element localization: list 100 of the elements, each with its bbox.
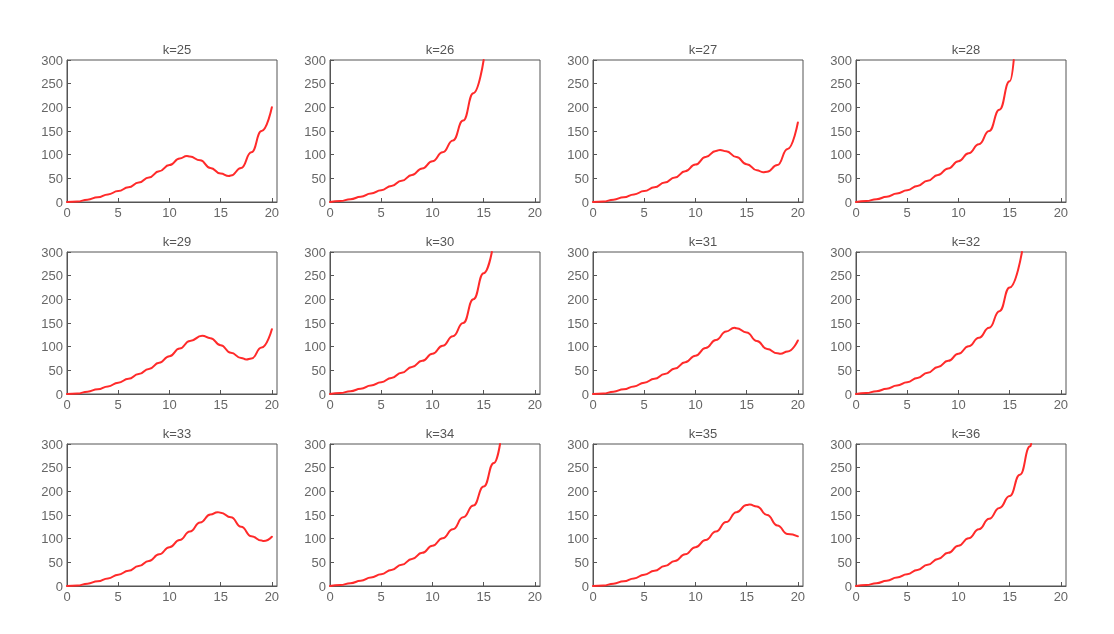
chart-title: k=29 <box>162 234 192 249</box>
line-series <box>66 328 273 395</box>
x-tick-label: 5 <box>377 205 385 220</box>
y-tick-label: 0 <box>581 386 589 402</box>
x-tick-label: 15 <box>213 397 228 412</box>
chart-title: k=25 <box>162 42 192 57</box>
x-tick-label: 5 <box>114 397 122 412</box>
y-tick-label: 150 <box>567 315 589 331</box>
y-tick-label: 300 <box>567 436 589 452</box>
y-tick-label: 50 <box>311 362 326 378</box>
x-tick-label: 20 <box>790 205 806 220</box>
x-tick-label: 10 <box>162 205 177 220</box>
y-tick-label: 200 <box>830 483 852 499</box>
x-tick-label: 15 <box>476 205 491 220</box>
y-tick-label: 50 <box>311 554 326 570</box>
x-tick-label: 20 <box>527 397 543 412</box>
y-tick-label: 100 <box>567 531 589 547</box>
y-tick-label: 50 <box>48 554 63 570</box>
x-tick-label: 15 <box>1002 397 1017 412</box>
x-tick-label: 20 <box>1053 205 1069 220</box>
x-tick-label: 20 <box>527 205 543 220</box>
x-tick-label: 10 <box>951 397 966 412</box>
y-tick-label: 200 <box>304 291 326 307</box>
x-tick-label: 15 <box>476 589 491 604</box>
x-tick-label: 5 <box>903 205 911 220</box>
x-tick-label: 5 <box>114 205 122 220</box>
y-tick-label: 150 <box>567 123 589 139</box>
line-series <box>592 326 799 395</box>
x-tick-label: 15 <box>476 397 491 412</box>
y-tick-label: 0 <box>55 194 63 210</box>
chart-title: k=35 <box>688 426 718 441</box>
y-tick-label: 0 <box>844 194 852 210</box>
y-tick-label: 250 <box>304 460 326 476</box>
y-tick-label: 250 <box>304 76 326 92</box>
y-tick-label: 300 <box>567 244 589 260</box>
x-tick-label: 15 <box>213 589 228 604</box>
y-tick-label: 150 <box>41 507 63 523</box>
chart-title: k=34 <box>425 426 455 441</box>
y-tick-label: 200 <box>830 291 852 307</box>
x-tick-label: 5 <box>903 589 911 604</box>
y-tick-label: 250 <box>830 268 852 284</box>
y-tick-label: 100 <box>304 147 326 163</box>
y-tick-label: 0 <box>55 386 63 402</box>
y-tick-label: 300 <box>41 436 63 452</box>
y-tick-label: 200 <box>41 483 63 499</box>
y-tick-label: 200 <box>304 483 326 499</box>
x-tick-label: 20 <box>264 397 280 412</box>
y-tick-label: 150 <box>304 507 326 523</box>
x-tick-label: 10 <box>162 589 177 604</box>
y-tick-label: 150 <box>830 507 852 523</box>
y-tick-label: 300 <box>41 52 63 68</box>
y-tick-label: 50 <box>574 170 589 186</box>
x-tick-label: 15 <box>1002 205 1017 220</box>
y-tick-label: 50 <box>48 362 63 378</box>
y-tick-label: 0 <box>318 386 326 402</box>
y-tick-label: 0 <box>844 386 852 402</box>
y-tick-label: 0 <box>844 578 852 594</box>
y-tick-label: 300 <box>41 244 63 260</box>
y-tick-label: 150 <box>41 315 63 331</box>
y-tick-label: 200 <box>567 99 589 115</box>
x-tick-label: 20 <box>790 589 806 604</box>
x-tick-label: 10 <box>951 589 966 604</box>
y-tick-label: 250 <box>41 268 63 284</box>
chart-title: k=28 <box>951 42 981 57</box>
y-tick-label: 250 <box>304 268 326 284</box>
y-tick-label: 200 <box>567 483 589 499</box>
line-series <box>592 121 799 203</box>
y-tick-label: 100 <box>41 147 63 163</box>
y-tick-label: 0 <box>318 194 326 210</box>
x-tick-label: 15 <box>213 205 228 220</box>
y-tick-label: 100 <box>830 339 852 355</box>
y-tick-label: 100 <box>304 339 326 355</box>
x-tick-label: 5 <box>377 397 385 412</box>
x-tick-label: 10 <box>688 589 703 604</box>
y-tick-label: 250 <box>830 460 852 476</box>
y-tick-label: 200 <box>41 99 63 115</box>
y-tick-label: 100 <box>41 339 63 355</box>
x-tick-label: 5 <box>640 397 648 412</box>
y-tick-label: 250 <box>41 460 63 476</box>
x-tick-label: 5 <box>640 589 648 604</box>
y-tick-label: 150 <box>304 315 326 331</box>
y-tick-label: 300 <box>304 244 326 260</box>
y-tick-label: 150 <box>830 315 852 331</box>
y-tick-label: 50 <box>574 362 589 378</box>
y-tick-label: 300 <box>830 436 852 452</box>
x-tick-label: 10 <box>425 205 440 220</box>
y-tick-label: 300 <box>830 244 852 260</box>
y-tick-label: 0 <box>581 578 589 594</box>
y-tick-label: 50 <box>574 554 589 570</box>
chart-title: k=32 <box>951 234 981 249</box>
x-tick-label: 10 <box>425 397 440 412</box>
y-tick-label: 200 <box>304 99 326 115</box>
x-tick-label: 15 <box>739 397 754 412</box>
x-tick-label: 20 <box>1053 397 1069 412</box>
y-tick-label: 250 <box>567 460 589 476</box>
y-tick-label: 100 <box>304 531 326 547</box>
chart-title: k=30 <box>425 234 455 249</box>
x-tick-label: 10 <box>951 205 966 220</box>
y-tick-label: 150 <box>830 123 852 139</box>
chart-title: k=31 <box>688 234 718 249</box>
